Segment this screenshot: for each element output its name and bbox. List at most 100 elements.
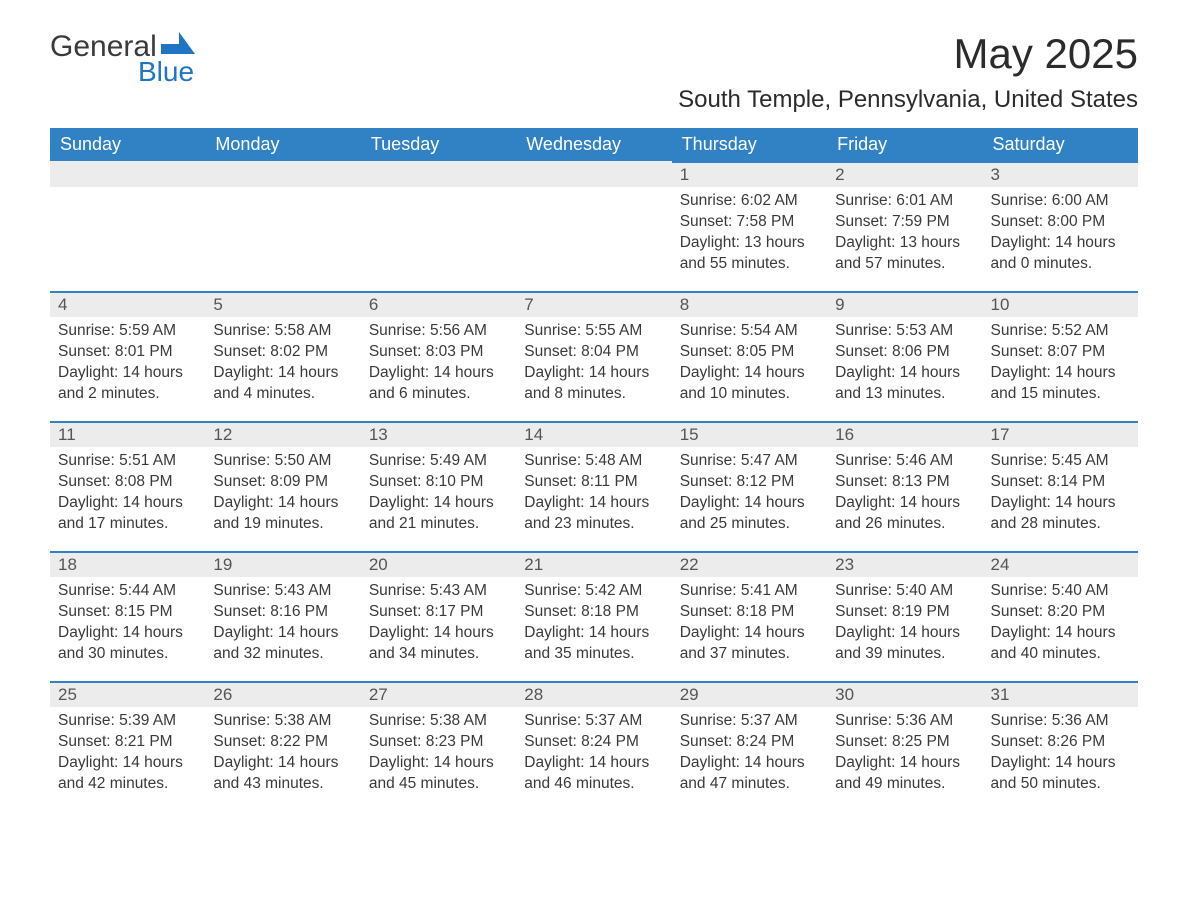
sunrise-text: Sunrise: 5:59 AM <box>58 321 197 342</box>
day-number: 14 <box>516 421 671 447</box>
day-number: 6 <box>361 291 516 317</box>
weekday-header: Thursday <box>672 128 827 161</box>
calendar-day-cell: 9Sunrise: 5:53 AMSunset: 8:06 PMDaylight… <box>827 291 982 421</box>
daylight-text: Daylight: 14 hours and 26 minutes. <box>835 493 974 535</box>
day-number: 22 <box>672 551 827 577</box>
day-number: 25 <box>50 681 205 707</box>
calendar-day-cell: 12Sunrise: 5:50 AMSunset: 8:09 PMDayligh… <box>205 421 360 551</box>
sunset-text: Sunset: 8:15 PM <box>58 602 197 623</box>
sunrise-text: Sunrise: 5:36 AM <box>991 711 1130 732</box>
day-number: 15 <box>672 421 827 447</box>
day-number: 18 <box>50 551 205 577</box>
day-content: Sunrise: 5:41 AMSunset: 8:18 PMDaylight:… <box>672 577 827 673</box>
sunrise-text: Sunrise: 5:48 AM <box>524 451 663 472</box>
day-number: 5 <box>205 291 360 317</box>
logo: General Blue <box>50 30 195 86</box>
sunrise-text: Sunrise: 5:56 AM <box>369 321 508 342</box>
daylight-text: Daylight: 14 hours and 32 minutes. <box>213 623 352 665</box>
day-content: Sunrise: 5:45 AMSunset: 8:14 PMDaylight:… <box>983 447 1138 543</box>
day-number: 24 <box>983 551 1138 577</box>
calendar-day-cell: 20Sunrise: 5:43 AMSunset: 8:17 PMDayligh… <box>361 551 516 681</box>
sunrise-text: Sunrise: 6:02 AM <box>680 191 819 212</box>
daylight-text: Daylight: 13 hours and 55 minutes. <box>680 233 819 275</box>
calendar-day-cell: 4Sunrise: 5:59 AMSunset: 8:01 PMDaylight… <box>50 291 205 421</box>
sunset-text: Sunset: 8:23 PM <box>369 732 508 753</box>
calendar-day-cell: 19Sunrise: 5:43 AMSunset: 8:16 PMDayligh… <box>205 551 360 681</box>
calendar-week-row: 25Sunrise: 5:39 AMSunset: 8:21 PMDayligh… <box>50 681 1138 811</box>
calendar-day-cell: 2Sunrise: 6:01 AMSunset: 7:59 PMDaylight… <box>827 161 982 291</box>
day-content: Sunrise: 5:36 AMSunset: 8:26 PMDaylight:… <box>983 707 1138 803</box>
daylight-text: Daylight: 14 hours and 17 minutes. <box>58 493 197 535</box>
day-content: Sunrise: 5:46 AMSunset: 8:13 PMDaylight:… <box>827 447 982 543</box>
sunset-text: Sunset: 8:21 PM <box>58 732 197 753</box>
sunrise-text: Sunrise: 5:40 AM <box>991 581 1130 602</box>
calendar-day-cell: 26Sunrise: 5:38 AMSunset: 8:22 PMDayligh… <box>205 681 360 811</box>
sunset-text: Sunset: 8:14 PM <box>991 472 1130 493</box>
daylight-text: Daylight: 14 hours and 39 minutes. <box>835 623 974 665</box>
day-content: Sunrise: 5:38 AMSunset: 8:22 PMDaylight:… <box>205 707 360 803</box>
day-number-empty <box>516 161 671 187</box>
sunset-text: Sunset: 8:10 PM <box>369 472 508 493</box>
calendar-day-cell <box>50 161 205 291</box>
sunrise-text: Sunrise: 5:39 AM <box>58 711 197 732</box>
sunset-text: Sunset: 8:08 PM <box>58 472 197 493</box>
day-content: Sunrise: 5:39 AMSunset: 8:21 PMDaylight:… <box>50 707 205 803</box>
calendar-day-cell <box>205 161 360 291</box>
calendar-week-row: 1Sunrise: 6:02 AMSunset: 7:58 PMDaylight… <box>50 161 1138 291</box>
day-number: 17 <box>983 421 1138 447</box>
sunset-text: Sunset: 8:24 PM <box>524 732 663 753</box>
day-content: Sunrise: 5:38 AMSunset: 8:23 PMDaylight:… <box>361 707 516 803</box>
title-block: May 2025 South Temple, Pennsylvania, Uni… <box>678 30 1138 114</box>
daylight-text: Daylight: 14 hours and 35 minutes. <box>524 623 663 665</box>
day-number: 9 <box>827 291 982 317</box>
calendar-day-cell: 16Sunrise: 5:46 AMSunset: 8:13 PMDayligh… <box>827 421 982 551</box>
day-content: Sunrise: 5:47 AMSunset: 8:12 PMDaylight:… <box>672 447 827 543</box>
sunrise-text: Sunrise: 5:36 AM <box>835 711 974 732</box>
calendar-day-cell: 6Sunrise: 5:56 AMSunset: 8:03 PMDaylight… <box>361 291 516 421</box>
daylight-text: Daylight: 14 hours and 47 minutes. <box>680 753 819 795</box>
day-content: Sunrise: 5:58 AMSunset: 8:02 PMDaylight:… <box>205 317 360 413</box>
day-content: Sunrise: 5:43 AMSunset: 8:17 PMDaylight:… <box>361 577 516 673</box>
weekday-header: Monday <box>205 128 360 161</box>
day-number: 19 <box>205 551 360 577</box>
day-number: 7 <box>516 291 671 317</box>
day-content: Sunrise: 5:42 AMSunset: 8:18 PMDaylight:… <box>516 577 671 673</box>
sunrise-text: Sunrise: 5:49 AM <box>369 451 508 472</box>
day-content: Sunrise: 6:00 AMSunset: 8:00 PMDaylight:… <box>983 187 1138 283</box>
sunset-text: Sunset: 8:04 PM <box>524 342 663 363</box>
daylight-text: Daylight: 14 hours and 19 minutes. <box>213 493 352 535</box>
day-content: Sunrise: 5:50 AMSunset: 8:09 PMDaylight:… <box>205 447 360 543</box>
day-content: Sunrise: 5:36 AMSunset: 8:25 PMDaylight:… <box>827 707 982 803</box>
day-number: 4 <box>50 291 205 317</box>
daylight-text: Daylight: 14 hours and 2 minutes. <box>58 363 197 405</box>
calendar-week-row: 18Sunrise: 5:44 AMSunset: 8:15 PMDayligh… <box>50 551 1138 681</box>
calendar-header-row: SundayMondayTuesdayWednesdayThursdayFrid… <box>50 128 1138 161</box>
calendar-day-cell <box>361 161 516 291</box>
sunset-text: Sunset: 8:09 PM <box>213 472 352 493</box>
calendar-day-cell: 3Sunrise: 6:00 AMSunset: 8:00 PMDaylight… <box>983 161 1138 291</box>
calendar-day-cell: 22Sunrise: 5:41 AMSunset: 8:18 PMDayligh… <box>672 551 827 681</box>
weekday-header: Saturday <box>983 128 1138 161</box>
daylight-text: Daylight: 14 hours and 42 minutes. <box>58 753 197 795</box>
sunset-text: Sunset: 8:18 PM <box>680 602 819 623</box>
sunset-text: Sunset: 8:13 PM <box>835 472 974 493</box>
daylight-text: Daylight: 14 hours and 49 minutes. <box>835 753 974 795</box>
calendar-day-cell: 13Sunrise: 5:49 AMSunset: 8:10 PMDayligh… <box>361 421 516 551</box>
day-number: 31 <box>983 681 1138 707</box>
calendar-day-cell: 21Sunrise: 5:42 AMSunset: 8:18 PMDayligh… <box>516 551 671 681</box>
day-content: Sunrise: 5:43 AMSunset: 8:16 PMDaylight:… <box>205 577 360 673</box>
day-content: Sunrise: 5:54 AMSunset: 8:05 PMDaylight:… <box>672 317 827 413</box>
month-title: May 2025 <box>678 30 1138 78</box>
sunset-text: Sunset: 8:02 PM <box>213 342 352 363</box>
daylight-text: Daylight: 14 hours and 21 minutes. <box>369 493 508 535</box>
calendar-day-cell: 27Sunrise: 5:38 AMSunset: 8:23 PMDayligh… <box>361 681 516 811</box>
day-number: 20 <box>361 551 516 577</box>
day-number: 26 <box>205 681 360 707</box>
calendar-day-cell: 1Sunrise: 6:02 AMSunset: 7:58 PMDaylight… <box>672 161 827 291</box>
daylight-text: Daylight: 14 hours and 46 minutes. <box>524 753 663 795</box>
weekday-header: Friday <box>827 128 982 161</box>
sunrise-text: Sunrise: 5:37 AM <box>524 711 663 732</box>
daylight-text: Daylight: 14 hours and 28 minutes. <box>991 493 1130 535</box>
sunrise-text: Sunrise: 6:01 AM <box>835 191 974 212</box>
calendar-day-cell: 30Sunrise: 5:36 AMSunset: 8:25 PMDayligh… <box>827 681 982 811</box>
